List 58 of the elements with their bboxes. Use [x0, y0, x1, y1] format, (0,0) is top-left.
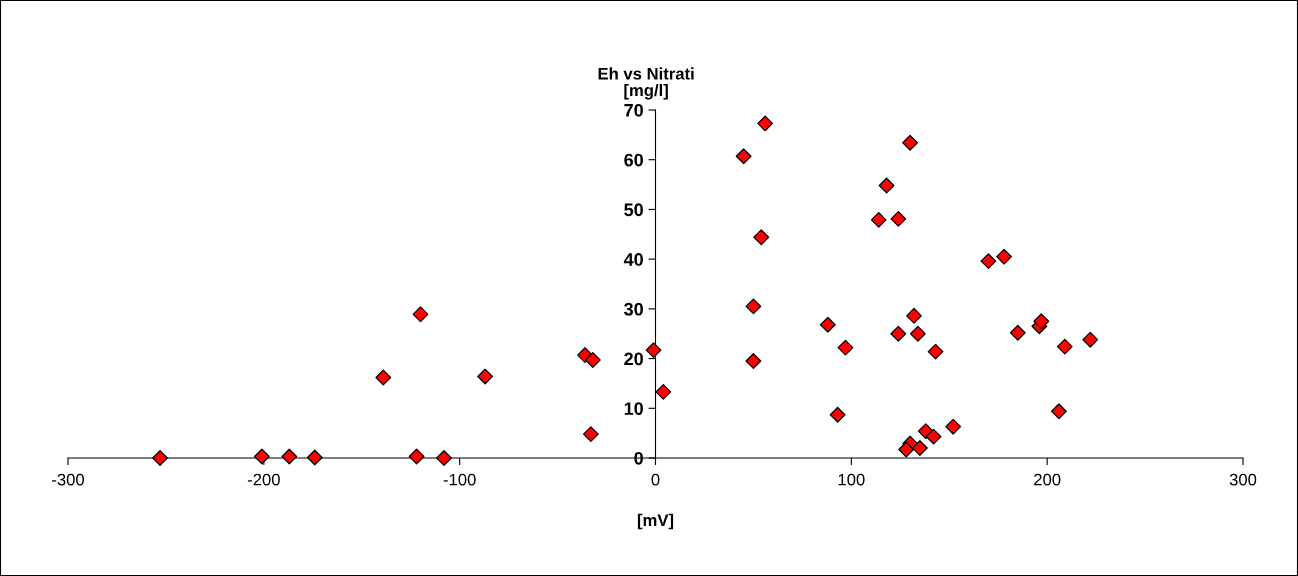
point — [927, 343, 944, 360]
point — [753, 229, 770, 246]
y-tick-label: 50 — [624, 203, 643, 217]
point — [655, 383, 672, 400]
x-tick-label: -100 — [443, 473, 476, 486]
point — [375, 369, 392, 386]
point — [910, 325, 926, 342]
x-tick-label: 200 — [1034, 473, 1061, 486]
point — [1056, 338, 1073, 355]
x-tick-label: 100 — [838, 473, 865, 486]
point — [745, 298, 762, 315]
y-tick-label: 0 — [634, 451, 643, 465]
point — [1082, 331, 1099, 348]
point — [152, 450, 168, 466]
y-axis-title: [mg/l] — [624, 83, 668, 100]
point — [996, 248, 1012, 265]
point — [281, 448, 298, 465]
y-tick-label: 10 — [624, 402, 643, 416]
point — [878, 177, 895, 194]
point — [1051, 403, 1067, 420]
point — [757, 115, 774, 132]
point — [408, 448, 425, 465]
x-tick-label: -200 — [247, 473, 280, 486]
y-tick-label: 20 — [624, 352, 643, 366]
point — [1009, 324, 1026, 341]
point — [645, 342, 662, 359]
x-tick-label: 0 — [651, 473, 660, 486]
y-tick-label: 60 — [624, 153, 643, 167]
point — [306, 449, 323, 466]
point — [945, 418, 962, 435]
point — [837, 339, 854, 356]
x-tick-label: 300 — [1229, 473, 1257, 486]
point — [477, 368, 494, 385]
point — [253, 448, 270, 465]
point — [980, 253, 997, 270]
point — [582, 426, 599, 443]
y-tick-label: 40 — [623, 253, 643, 266]
chart-title: Eh vs Nitrati — [598, 67, 694, 80]
point — [412, 306, 429, 323]
point — [735, 148, 752, 165]
point — [819, 316, 836, 333]
point — [436, 450, 452, 466]
y-tick-label: 30 — [624, 302, 643, 316]
point — [890, 210, 907, 227]
point — [898, 441, 915, 458]
point — [1033, 313, 1050, 330]
point — [890, 325, 907, 342]
point — [584, 352, 601, 368]
x-tick-label: -300 — [52, 473, 85, 486]
point — [745, 353, 762, 369]
point — [829, 406, 846, 423]
x-axis-title: [mV] — [637, 513, 674, 530]
y-tick-label: 70 — [624, 103, 643, 117]
point — [906, 307, 922, 324]
point — [925, 428, 942, 445]
point — [870, 211, 887, 228]
point — [911, 440, 928, 456]
point — [902, 134, 918, 151]
